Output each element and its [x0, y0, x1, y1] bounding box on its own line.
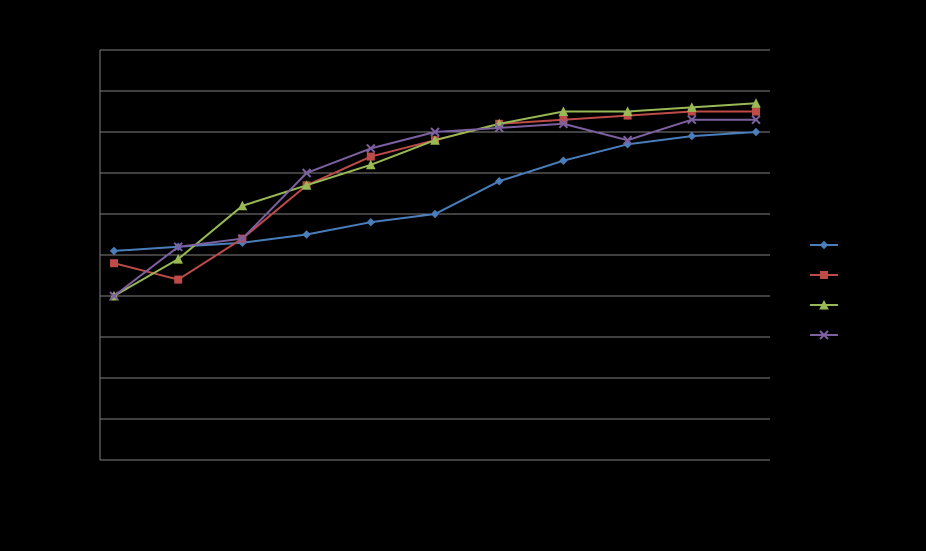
- marker-square: [821, 272, 828, 279]
- marker-diamond: [111, 247, 118, 254]
- marker-square: [753, 108, 760, 115]
- marker-diamond: [753, 129, 760, 136]
- marker-diamond: [367, 219, 374, 226]
- chart-svg: [0, 0, 926, 551]
- marker-diamond: [496, 178, 503, 185]
- series-line: [114, 120, 756, 296]
- marker-diamond: [432, 211, 439, 218]
- marker-diamond: [688, 133, 695, 140]
- marker-square: [111, 260, 118, 267]
- marker-diamond: [303, 231, 310, 238]
- line-chart: [0, 0, 926, 551]
- marker-diamond: [821, 242, 828, 249]
- marker-square: [175, 276, 182, 283]
- marker-diamond: [560, 157, 567, 164]
- marker-square: [367, 153, 374, 160]
